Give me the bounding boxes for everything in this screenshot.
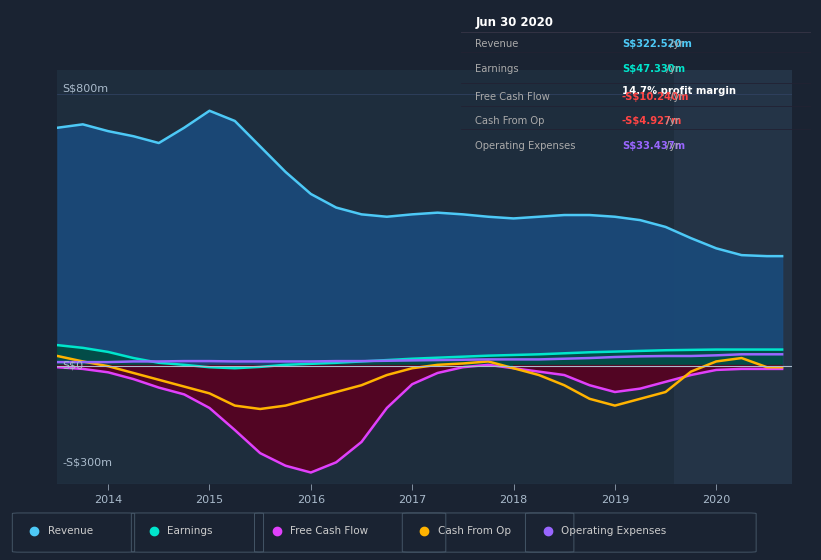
Text: Revenue: Revenue	[475, 39, 519, 49]
Text: S$47.330m: S$47.330m	[622, 64, 685, 74]
Text: Jun 30 2020: Jun 30 2020	[475, 16, 553, 29]
Text: /yr: /yr	[667, 92, 684, 102]
Text: 14.7% profit margin: 14.7% profit margin	[622, 86, 736, 96]
Bar	[674, 70, 792, 484]
Text: Operating Expenses: Operating Expenses	[561, 526, 666, 536]
Text: -S$4.927m: -S$4.927m	[622, 116, 682, 127]
Text: S$322.520m: S$322.520m	[622, 39, 692, 49]
Text: Free Cash Flow: Free Cash Flow	[475, 92, 550, 102]
Text: Free Cash Flow: Free Cash Flow	[290, 526, 368, 536]
Text: Revenue: Revenue	[48, 526, 93, 536]
Text: Operating Expenses: Operating Expenses	[475, 141, 576, 151]
Text: /yr: /yr	[663, 141, 679, 151]
Text: Earnings: Earnings	[475, 64, 519, 74]
Text: S$33.437m: S$33.437m	[622, 141, 685, 151]
Text: Cash From Op: Cash From Op	[475, 116, 545, 127]
Text: Earnings: Earnings	[167, 526, 212, 536]
Text: S$0: S$0	[62, 361, 84, 371]
Text: /yr: /yr	[667, 39, 684, 49]
Text: /yr: /yr	[663, 64, 679, 74]
Text: S$800m: S$800m	[62, 84, 108, 94]
Text: -S$10.240m: -S$10.240m	[622, 92, 690, 102]
Text: -S$300m: -S$300m	[62, 458, 112, 468]
Text: /yr: /yr	[663, 116, 679, 127]
Text: Cash From Op: Cash From Op	[438, 526, 511, 536]
